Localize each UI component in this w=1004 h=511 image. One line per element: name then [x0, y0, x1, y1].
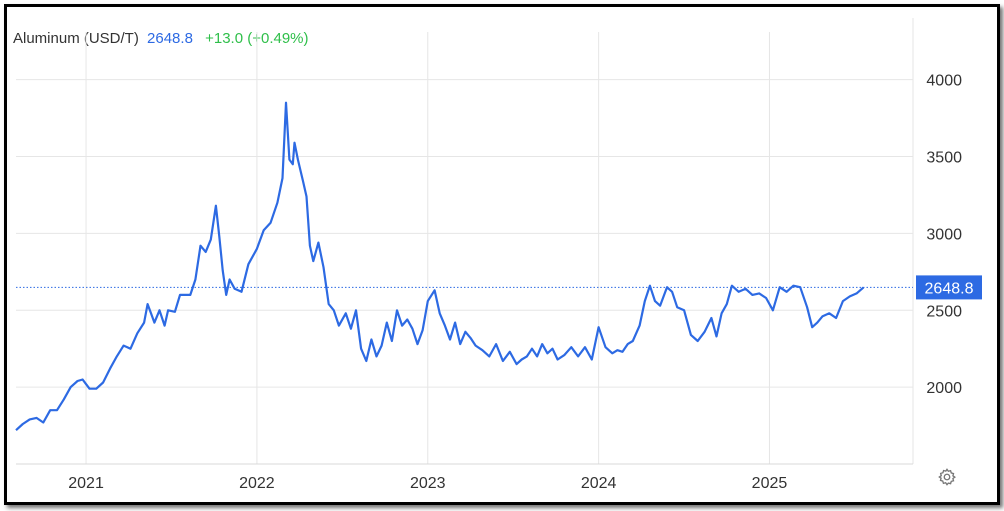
y-tick-label: 4000 — [926, 73, 962, 90]
current-price: 2648.8 — [147, 30, 193, 47]
x-tick-label: 2022 — [239, 475, 275, 492]
price-series-line — [15, 101, 865, 432]
chart-frame — [4, 4, 1000, 505]
x-tick-label: 2025 — [752, 475, 788, 492]
x-tick-label: 2021 — [68, 475, 104, 492]
instrument-name: Aluminum (USD/T) — [13, 30, 139, 47]
gear-icon — [937, 468, 957, 491]
y-tick-label: 2500 — [926, 303, 962, 320]
x-tick-label: 2024 — [581, 475, 617, 492]
y-tick-label: 3000 — [926, 226, 962, 243]
y-tick-label: 3500 — [926, 150, 962, 167]
last-price-tag — [916, 275, 982, 300]
x-tick-label: 2023 — [410, 475, 446, 492]
y-tick-label: 2000 — [926, 380, 962, 397]
last-price-tag-label: 2648.8 — [925, 280, 974, 297]
settings-button[interactable] — [937, 467, 957, 492]
